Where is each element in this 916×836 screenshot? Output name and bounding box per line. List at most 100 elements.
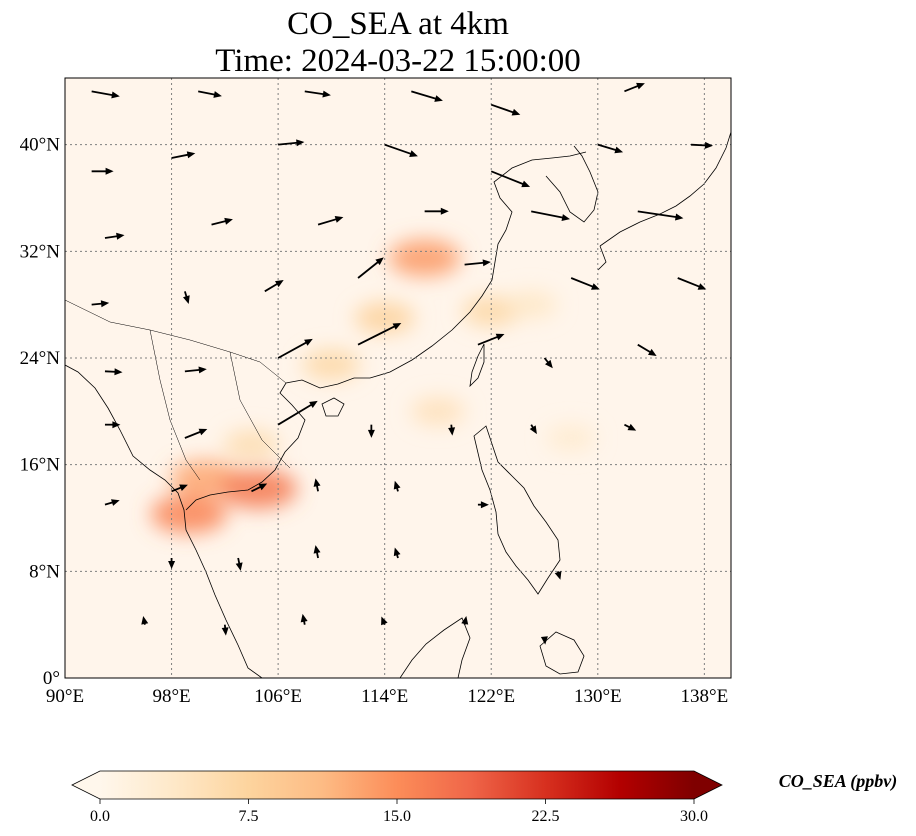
wind-vector (490, 103, 521, 116)
wind-vector-head (304, 338, 313, 346)
coastline-hainan (321, 397, 345, 417)
wind-vector (313, 545, 321, 559)
wind-vector (461, 616, 469, 625)
wind-vector-shaft (531, 210, 565, 219)
wind-vector-head (448, 427, 456, 436)
map-panel: 90°E 98°E 106°E 114°E 122°E 130°E 138°E 0° 8°N 1… (20, 77, 732, 707)
wind-vector-head (704, 141, 713, 149)
colorbar-tick-label: 15.0 (383, 808, 411, 825)
latitude-tick-labels: 0° 8°N 16°N 24°N 32°N 40°N (20, 135, 61, 689)
wind-vector (277, 400, 318, 426)
wind-vector-shaft (490, 170, 525, 186)
wind-vector-head (313, 545, 321, 554)
co-plume (546, 424, 597, 452)
wind-vector-shaft (411, 90, 438, 100)
wind-vector (211, 217, 233, 226)
wind-vector (304, 90, 331, 98)
wind-vector-shaft (690, 143, 708, 147)
wind-vector (141, 616, 149, 625)
wind-vector-head (100, 300, 110, 308)
lon-tick-label: 138°E (681, 686, 729, 707)
wind-vector-head (521, 180, 531, 188)
wind-vector-head (636, 82, 645, 90)
wind-vector (277, 338, 313, 359)
wind-vector (313, 478, 321, 492)
wind-vector (300, 613, 308, 625)
wind-vector-shaft (278, 141, 299, 146)
co-plume (505, 290, 558, 319)
co-plume (302, 349, 361, 380)
colorbar-tick-label: 7.5 (239, 808, 259, 825)
wind-vector-head (495, 333, 505, 341)
wind-vector-head (213, 91, 222, 98)
wind-vector-head (114, 368, 123, 376)
wind-vector (168, 558, 176, 569)
wind-vector-shaft (597, 143, 618, 152)
colorbar-tick-label: 30.0 (680, 808, 708, 825)
wind-vector (637, 343, 657, 356)
wind-vector-head (529, 425, 537, 435)
colorbar-extend-max (694, 771, 722, 799)
lat-tick-label: 24°N (20, 348, 61, 369)
wind-vector (384, 143, 418, 157)
wind-vector-shaft (184, 368, 201, 373)
co-plume (410, 397, 465, 426)
wind-vector-shaft (171, 153, 190, 159)
wind-vector (393, 480, 401, 492)
wind-vector-shaft (637, 343, 652, 354)
wind-vector-head (381, 616, 388, 626)
wind-vector (235, 557, 243, 571)
lon-tick-label: 130°E (574, 686, 622, 707)
wind-vector-shaft (637, 210, 678, 219)
wind-vector-head (393, 480, 401, 490)
lon-tick-label: 114°E (361, 686, 408, 707)
wind-vector-head (540, 636, 548, 645)
colorbar-tick-label: 0.0 (90, 808, 110, 825)
wind-vector-head (313, 478, 321, 487)
wind-vector-head (186, 151, 196, 159)
wind-vector (91, 300, 110, 308)
coastlines (65, 131, 731, 678)
wind-vector-shaft (211, 219, 228, 226)
wind-vector (184, 428, 208, 439)
wind-vector (624, 423, 637, 431)
wind-vector-head (440, 207, 449, 215)
co-plume (388, 239, 461, 277)
lon-tick-label: 122°E (467, 686, 515, 707)
wind-vector-head (116, 232, 125, 240)
wind-vector-head (112, 421, 121, 429)
wind-vector (464, 259, 491, 267)
wind-vector (424, 207, 449, 215)
wind-vector (183, 291, 190, 304)
wind-vector-head (275, 280, 284, 288)
wind-vector-head (221, 627, 229, 636)
wind-vector-head (141, 616, 149, 625)
wind-vector-head (198, 366, 207, 374)
colorbar-extend-min (72, 771, 100, 799)
wind-vector-shaft (570, 277, 595, 289)
wind-vector (104, 232, 125, 240)
lat-tick-label: 32°N (20, 241, 61, 262)
wind-vector-head (511, 108, 521, 116)
wind-vector (171, 484, 188, 493)
wind-vector-shaft (464, 261, 485, 266)
wind-vector (597, 143, 624, 154)
co-plume (150, 494, 227, 534)
wind-vector-shaft (357, 324, 397, 346)
figure-title-line2: Time: 2024-03-22 15:00:00 (215, 43, 580, 79)
wind-vector-head (591, 283, 600, 290)
wind-vector-shaft (104, 235, 119, 239)
figure-title-line1: CO_SEA at 4km (287, 6, 509, 42)
wind-vector (448, 424, 456, 436)
colorbar-body (100, 771, 694, 799)
country-borders (65, 299, 291, 481)
wind-vector (677, 277, 707, 290)
wind-vector-head (375, 257, 384, 266)
wind-vector (198, 90, 222, 98)
gridlines (65, 78, 731, 678)
wind-vector-shaft (477, 335, 500, 346)
wind-vector-head (392, 323, 402, 330)
wind-vector-head (168, 561, 176, 569)
lat-tick-label: 8°N (29, 561, 60, 582)
